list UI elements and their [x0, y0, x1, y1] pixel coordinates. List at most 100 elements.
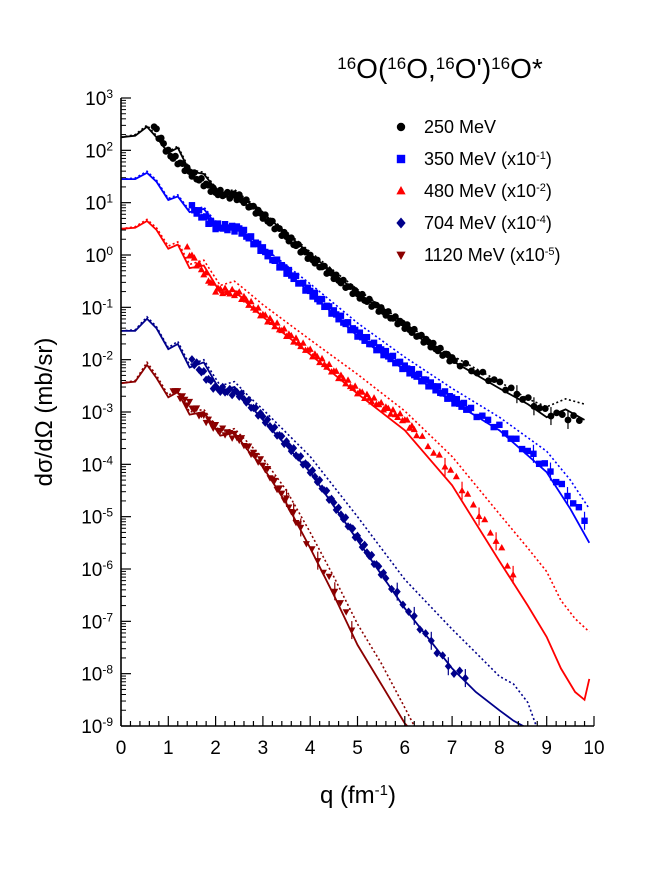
- data-point: [332, 271, 340, 279]
- data-point: [492, 537, 500, 544]
- data-point: [530, 450, 537, 458]
- data-point: [268, 217, 276, 225]
- data-point: [458, 486, 466, 494]
- data-point: [422, 629, 430, 638]
- data-point: [278, 431, 286, 441]
- data-point: [294, 240, 302, 248]
- data-point: [403, 365, 411, 372]
- data-point: [339, 375, 347, 382]
- data-point: [361, 337, 368, 344]
- data-point: [188, 355, 196, 364]
- data-point: [384, 308, 392, 315]
- data-point: [266, 314, 274, 321]
- data-point: [403, 321, 411, 329]
- x-tick-label: 10: [583, 738, 604, 759]
- data-point: [396, 410, 404, 417]
- data-point: [190, 169, 198, 177]
- data-point: [358, 388, 366, 395]
- data-point: [452, 472, 460, 480]
- data-point: [186, 398, 194, 406]
- data-point: [275, 485, 283, 492]
- data-point: [325, 303, 333, 310]
- legend-label: 250 MeV: [424, 117, 496, 137]
- data-point: [365, 295, 373, 303]
- data-point: [541, 460, 549, 467]
- data-point: [259, 462, 267, 470]
- data-point: [221, 220, 229, 228]
- data-point: [342, 609, 350, 616]
- data-point: [266, 249, 274, 257]
- data-point: [388, 584, 396, 594]
- data-point: [448, 394, 456, 401]
- data-point: [453, 395, 461, 403]
- data-point: [287, 331, 295, 339]
- data-point: [313, 256, 321, 264]
- data-point: [153, 125, 160, 133]
- data-point: [427, 379, 435, 386]
- data-point: [252, 452, 260, 460]
- y-tick-label: 100: [85, 244, 113, 267]
- data-point: [319, 569, 327, 577]
- data-point: [280, 325, 288, 332]
- data-point: [358, 290, 366, 298]
- data-point: [240, 226, 248, 234]
- data-point: [278, 490, 286, 497]
- data-point: [174, 388, 182, 395]
- legend-entry: 1120 MeV (x10-5): [396, 245, 561, 265]
- data-point: [417, 331, 425, 339]
- data-point: [226, 384, 234, 394]
- legend-entry: 704 MeV (x10-4): [396, 213, 552, 233]
- data-point: [197, 265, 205, 273]
- data-point: [261, 211, 269, 219]
- data-point: [264, 318, 272, 325]
- data-point: [435, 451, 443, 458]
- data-point: [307, 287, 314, 295]
- y-tick-label: 103: [85, 87, 113, 110]
- data-point: [507, 435, 514, 442]
- data-point: [427, 636, 435, 645]
- data-point: [311, 472, 319, 481]
- data-point: [430, 449, 438, 456]
- data-point: [368, 398, 376, 405]
- data-point: [228, 435, 236, 442]
- data-point: [513, 390, 521, 398]
- data-point: [379, 568, 388, 577]
- data-point: [171, 152, 179, 160]
- data-point: [363, 390, 371, 397]
- series-0: [121, 123, 585, 429]
- data-point: [181, 396, 189, 404]
- data-point: [408, 366, 416, 373]
- data-point: [456, 666, 464, 675]
- data-point: [382, 347, 390, 355]
- data-point: [403, 416, 411, 423]
- data-point: [219, 425, 227, 432]
- data-point: [219, 382, 227, 392]
- data-point: [490, 423, 497, 431]
- data-point: [318, 295, 326, 303]
- data-point: [328, 310, 335, 317]
- data-point: [450, 669, 458, 678]
- data-point: [306, 345, 314, 352]
- x-tick-label: 8: [494, 738, 505, 759]
- y-tick-label: 102: [85, 139, 113, 162]
- data-point: [302, 541, 310, 548]
- data-point: [191, 207, 198, 214]
- data-point: [188, 202, 196, 209]
- data-point: [247, 233, 255, 240]
- data-point: [283, 270, 290, 277]
- data-point: [242, 296, 250, 303]
- data-point: [485, 377, 492, 385]
- data-point: [484, 416, 492, 424]
- data-point: [370, 339, 378, 347]
- data-point: [297, 342, 305, 350]
- y-tick-label: 10-1: [81, 296, 113, 319]
- legend-marker: [396, 122, 406, 132]
- data-point: [268, 318, 276, 325]
- legend-marker: [396, 217, 406, 229]
- data-point: [198, 174, 205, 182]
- y-tick-label: 10-7: [81, 610, 113, 633]
- data-point: [207, 376, 215, 386]
- data-point: [238, 435, 246, 442]
- legend-label: 1120 MeV (x10-5): [424, 245, 561, 265]
